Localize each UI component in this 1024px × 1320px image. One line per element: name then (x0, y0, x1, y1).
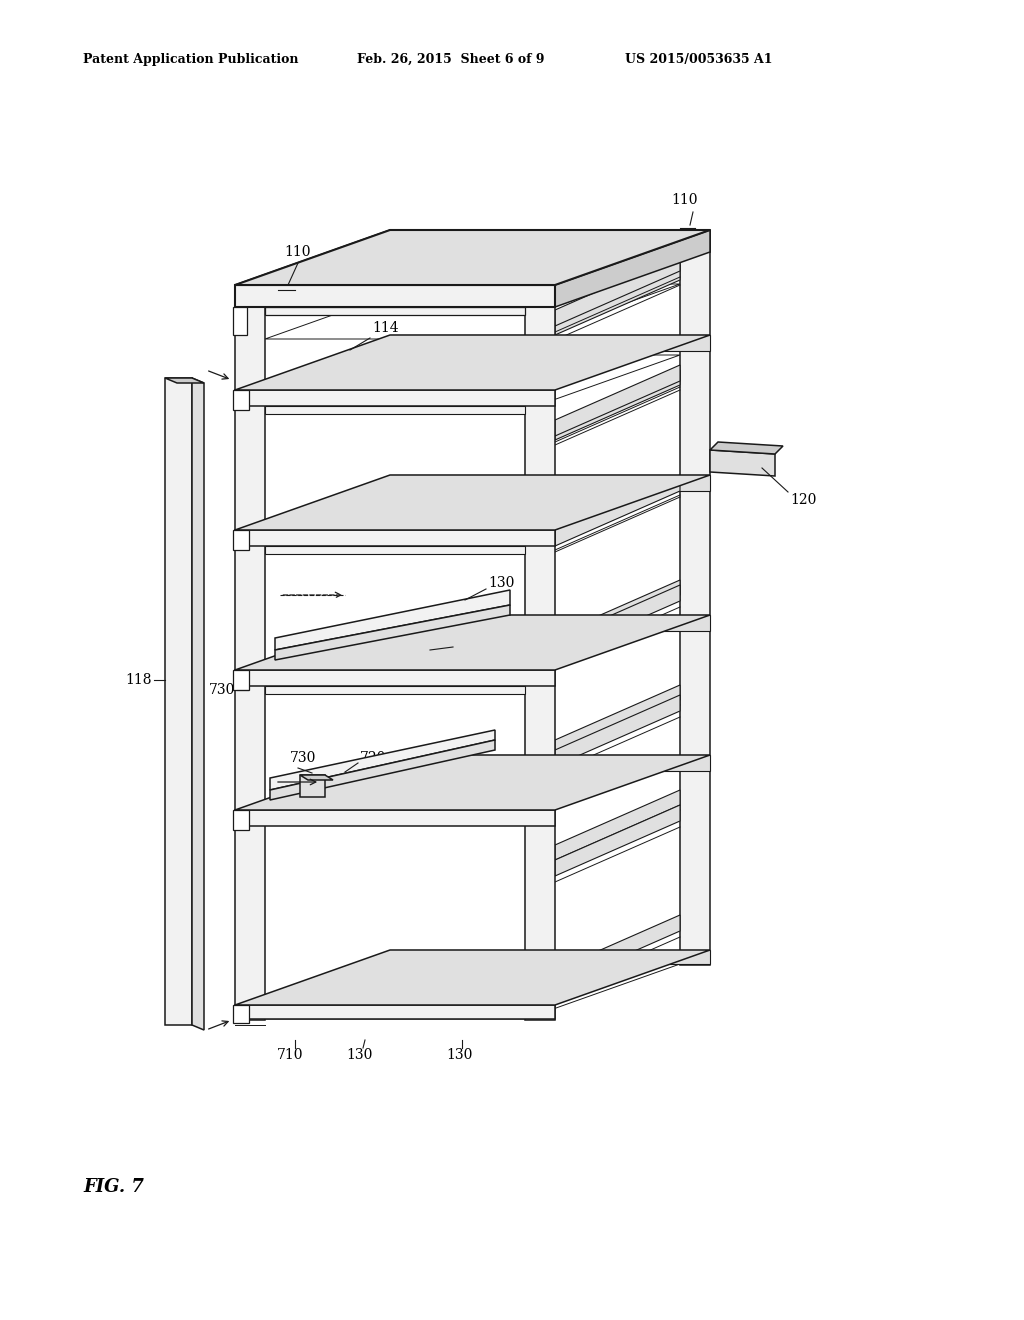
Polygon shape (390, 230, 710, 252)
Polygon shape (233, 531, 249, 550)
Text: 110: 110 (285, 246, 311, 259)
Polygon shape (165, 378, 204, 383)
Text: Feb. 26, 2015  Sheet 6 of 9: Feb. 26, 2015 Sheet 6 of 9 (357, 53, 545, 66)
Polygon shape (233, 308, 247, 335)
Text: 130: 130 (488, 576, 514, 590)
Text: 120: 120 (790, 492, 816, 507)
Polygon shape (555, 230, 710, 308)
Polygon shape (265, 308, 525, 315)
Polygon shape (270, 741, 495, 800)
Polygon shape (234, 230, 420, 285)
Polygon shape (234, 1005, 555, 1019)
Polygon shape (390, 335, 710, 351)
Polygon shape (275, 590, 510, 649)
Polygon shape (680, 230, 710, 965)
Polygon shape (275, 605, 510, 660)
Polygon shape (234, 285, 265, 1020)
Polygon shape (265, 964, 680, 1019)
Polygon shape (555, 370, 680, 440)
Polygon shape (710, 442, 783, 454)
Polygon shape (390, 755, 710, 771)
Text: 710: 710 (276, 1048, 303, 1063)
Polygon shape (555, 255, 680, 326)
Polygon shape (234, 389, 555, 407)
Polygon shape (265, 686, 525, 694)
Polygon shape (270, 730, 495, 789)
Polygon shape (265, 284, 680, 339)
Polygon shape (234, 810, 555, 826)
Polygon shape (265, 407, 525, 414)
Polygon shape (300, 775, 333, 780)
Polygon shape (265, 355, 680, 411)
Polygon shape (234, 531, 555, 546)
Polygon shape (525, 230, 710, 285)
Text: 130: 130 (347, 1048, 373, 1063)
Polygon shape (555, 265, 680, 335)
Text: 114: 114 (372, 321, 398, 335)
Text: 720: 720 (360, 751, 386, 766)
Polygon shape (555, 579, 680, 649)
Polygon shape (265, 546, 525, 554)
Polygon shape (234, 615, 710, 671)
Polygon shape (234, 950, 710, 1005)
Polygon shape (555, 475, 680, 545)
Polygon shape (555, 585, 680, 656)
Polygon shape (234, 230, 710, 285)
Polygon shape (555, 805, 680, 876)
Polygon shape (233, 1005, 249, 1023)
Polygon shape (555, 915, 680, 986)
Polygon shape (234, 335, 710, 389)
Polygon shape (234, 755, 710, 810)
Polygon shape (234, 671, 555, 686)
Polygon shape (555, 685, 680, 755)
Polygon shape (525, 285, 555, 1020)
Text: Patent Application Publication: Patent Application Publication (83, 53, 299, 66)
Text: 130: 130 (446, 1048, 473, 1063)
Polygon shape (390, 950, 710, 964)
Polygon shape (234, 475, 710, 531)
Text: 110: 110 (672, 193, 698, 207)
Polygon shape (555, 366, 680, 436)
Text: 710: 710 (455, 635, 481, 649)
Polygon shape (555, 696, 680, 766)
Polygon shape (300, 775, 325, 797)
Text: 730: 730 (290, 751, 316, 766)
Polygon shape (193, 378, 204, 1030)
Polygon shape (233, 389, 249, 411)
Text: 730: 730 (209, 682, 234, 697)
Polygon shape (555, 475, 680, 546)
Polygon shape (390, 475, 710, 491)
Polygon shape (234, 285, 555, 308)
Polygon shape (165, 378, 193, 1026)
Polygon shape (233, 671, 249, 690)
Text: 118: 118 (126, 673, 152, 686)
Text: FIG. 7: FIG. 7 (83, 1177, 144, 1196)
Polygon shape (233, 810, 249, 830)
Polygon shape (555, 789, 680, 861)
Text: US 2015/0053635 A1: US 2015/0053635 A1 (625, 53, 772, 66)
Polygon shape (710, 450, 775, 477)
Polygon shape (390, 615, 710, 631)
